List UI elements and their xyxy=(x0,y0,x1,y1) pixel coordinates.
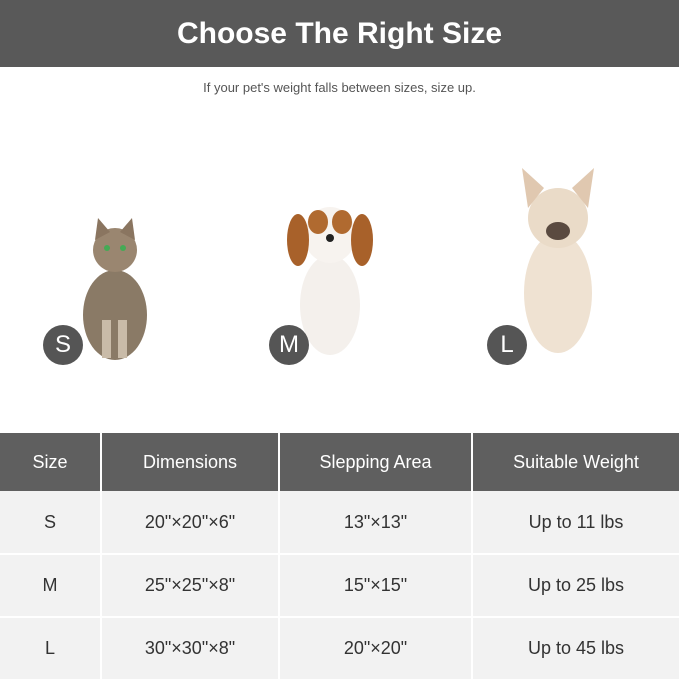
page-title: Choose The Right Size xyxy=(0,0,679,67)
header-weight: Suitable Weight xyxy=(472,433,679,491)
spaniel-image xyxy=(287,207,373,355)
cell-size: S xyxy=(0,491,102,555)
cell-sleeping-area: 13"×13" xyxy=(279,491,473,555)
table-header: Size Dimensions Slepping Area Suitable W… xyxy=(0,433,679,491)
table-row: M 25"×25"×8" 15"×15" Up to 25 lbs xyxy=(0,554,679,618)
header-size: Size xyxy=(0,433,102,491)
cell-weight: Up to 45 lbs xyxy=(472,617,679,681)
size-badge-m: M xyxy=(269,325,309,365)
size-badge-s: S xyxy=(43,325,83,365)
cat-image xyxy=(83,218,147,360)
cell-sleeping-area: 20"×20" xyxy=(279,617,473,681)
size-badge-l: L xyxy=(487,325,527,365)
header-dimensions: Dimensions xyxy=(101,433,280,491)
size-table: Size Dimensions Slepping Area Suitable W… xyxy=(0,433,679,681)
cell-weight: Up to 11 lbs xyxy=(472,491,679,555)
table-row: L 30"×30"×8" 20"×20" Up to 45 lbs xyxy=(0,617,679,681)
french-bulldog-image xyxy=(522,168,594,353)
cell-dimensions: 20"×20"×6" xyxy=(101,491,280,555)
header-sleeping-area: Slepping Area xyxy=(279,433,473,491)
subtitle: If your pet's weight falls between sizes… xyxy=(203,80,476,95)
cell-size: M xyxy=(0,554,102,618)
cell-size: L xyxy=(0,617,102,681)
cell-dimensions: 25"×25"×8" xyxy=(101,554,280,618)
table-row: S 20"×20"×6" 13"×13" Up to 11 lbs xyxy=(0,491,679,555)
cell-sleeping-area: 15"×15" xyxy=(279,554,473,618)
cell-weight: Up to 25 lbs xyxy=(472,554,679,618)
cell-dimensions: 30"×30"×8" xyxy=(101,617,280,681)
